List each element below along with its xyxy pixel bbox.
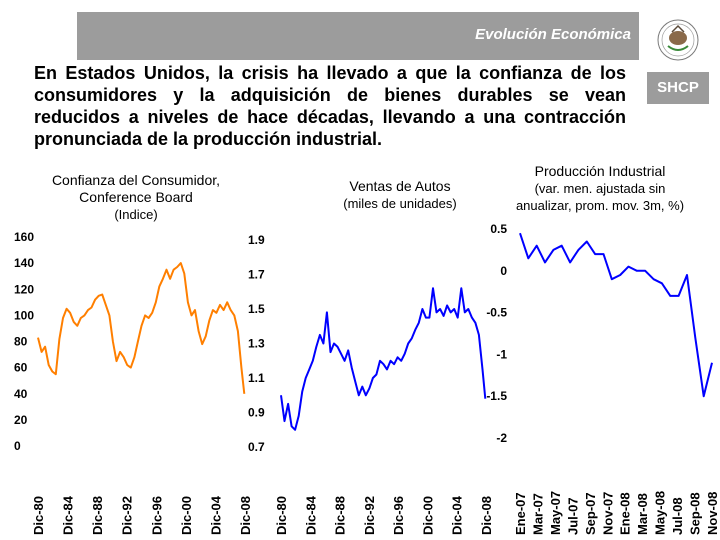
autos-y-tick-label: 1.1 bbox=[248, 371, 265, 385]
confidence-y-tick-label: 20 bbox=[14, 413, 28, 427]
production-y-tick-label: 0.5 bbox=[490, 222, 507, 236]
confidence-x-tick-label: Dic-88 bbox=[90, 496, 105, 535]
header-banner: Evolución Económica bbox=[77, 12, 639, 60]
confidence-title-line1: Confianza del Consumidor, bbox=[51, 172, 221, 188]
production-x-tick-label: Mar-08 bbox=[635, 493, 650, 535]
confidence-x-tick-label: Dic-08 bbox=[238, 496, 253, 535]
autos-x-tick-label: Dic-84 bbox=[303, 495, 318, 535]
production-x-tick-label: Mar-07 bbox=[530, 493, 545, 535]
production-y-tick-label: 0 bbox=[500, 264, 507, 278]
autos-title-line2: (miles de unidades) bbox=[343, 196, 457, 211]
production-x-tick-label: Jul-08 bbox=[670, 497, 685, 535]
production-x-tick-label: Sep-08 bbox=[688, 492, 703, 535]
production-y-tick-label: -2 bbox=[496, 431, 507, 445]
autos-y-tick-label: 0.9 bbox=[248, 406, 265, 420]
confidence-chart-title: Confianza del Consumidor, Conference Boa… bbox=[20, 172, 252, 223]
autos-x-tick-label: Dic-92 bbox=[362, 496, 377, 535]
autos-x-tick-label: Dic-04 bbox=[450, 495, 465, 535]
production-x-tick-label: Ene-07 bbox=[513, 492, 528, 535]
production-x-tick-label: Nov-07 bbox=[600, 492, 615, 535]
confidence-x-tick-label: Dic-84 bbox=[61, 495, 76, 535]
confidence-x-tick-label: Dic-96 bbox=[149, 496, 164, 535]
confidence-title-line3: (Indice) bbox=[114, 207, 158, 222]
production-title-line2: (var. men. ajustada sin bbox=[534, 181, 666, 196]
autos-y-tick-label: 1.9 bbox=[248, 233, 265, 247]
production-title-line1: Producción Industrial bbox=[534, 163, 666, 179]
confidence-y-tick-label: 60 bbox=[14, 361, 28, 375]
autos-series-line bbox=[280, 287, 487, 431]
production-x-tick-label: Jul-07 bbox=[565, 497, 580, 535]
production-y-tick-label: -0.5 bbox=[486, 306, 507, 320]
confidence-x-tick-label: Dic-92 bbox=[120, 496, 135, 535]
autos-x-tick-label: Dic-96 bbox=[391, 496, 406, 535]
production-y-tick-label: -1.5 bbox=[486, 389, 507, 403]
autos-y-tick-label: 1.7 bbox=[248, 268, 265, 282]
brand-badge: SHCP bbox=[647, 72, 709, 104]
confidence-series-line bbox=[37, 262, 246, 394]
confidence-y-tick-label: 140 bbox=[14, 256, 34, 270]
production-y-tick-label: -1 bbox=[496, 347, 507, 361]
production-chart-title: Producción Industrial (var. men. ajustad… bbox=[480, 163, 720, 214]
autos-x-tick-label: Dic-00 bbox=[420, 496, 435, 535]
headline: En Estados Unidos, la crisis ha llevado … bbox=[34, 63, 626, 149]
autos-y-tick-label: 1.3 bbox=[248, 337, 265, 351]
confidence-y-tick-label: 80 bbox=[14, 335, 28, 349]
autos-x-tick-label: Dic-80 bbox=[274, 496, 289, 535]
production-x-tick-label: May-07 bbox=[548, 491, 563, 535]
autos-y-tick-label: 0.7 bbox=[248, 440, 265, 454]
autos-x-tick-label: Dic-88 bbox=[333, 496, 348, 535]
autos-y-tick-label: 1.5 bbox=[248, 302, 265, 316]
confidence-y-tick-label: 160 bbox=[14, 230, 34, 244]
confidence-y-tick-label: 0 bbox=[14, 439, 21, 453]
autos-chart-title: Ventas de Autos (miles de unidades) bbox=[300, 178, 500, 212]
autos-title-line1: Ventas de Autos bbox=[349, 178, 451, 194]
production-x-tick-label: Sep-07 bbox=[583, 492, 598, 535]
production-series-line bbox=[519, 232, 713, 398]
production-title-line3: anualizar, prom. mov. 3m, %) bbox=[515, 198, 685, 213]
shcp-emblem-icon bbox=[657, 19, 699, 61]
production-x-tick-label: Ene-08 bbox=[618, 492, 633, 535]
confidence-x-tick-label: Dic-04 bbox=[208, 495, 223, 535]
page-title: Evolución Económica bbox=[475, 26, 631, 43]
confidence-y-tick-label: 100 bbox=[14, 308, 34, 322]
confidence-x-tick-label: Dic-80 bbox=[31, 496, 46, 535]
confidence-x-tick-label: Dic-00 bbox=[179, 496, 194, 535]
confidence-title-line2: Conference Board bbox=[79, 189, 193, 205]
production-x-tick-label: May-08 bbox=[653, 491, 668, 535]
production-x-tick-label: Nov-08 bbox=[705, 492, 720, 535]
autos-x-tick-label: Dic-08 bbox=[479, 496, 494, 535]
confidence-y-tick-label: 120 bbox=[14, 282, 34, 296]
confidence-y-tick-label: 40 bbox=[14, 387, 28, 401]
